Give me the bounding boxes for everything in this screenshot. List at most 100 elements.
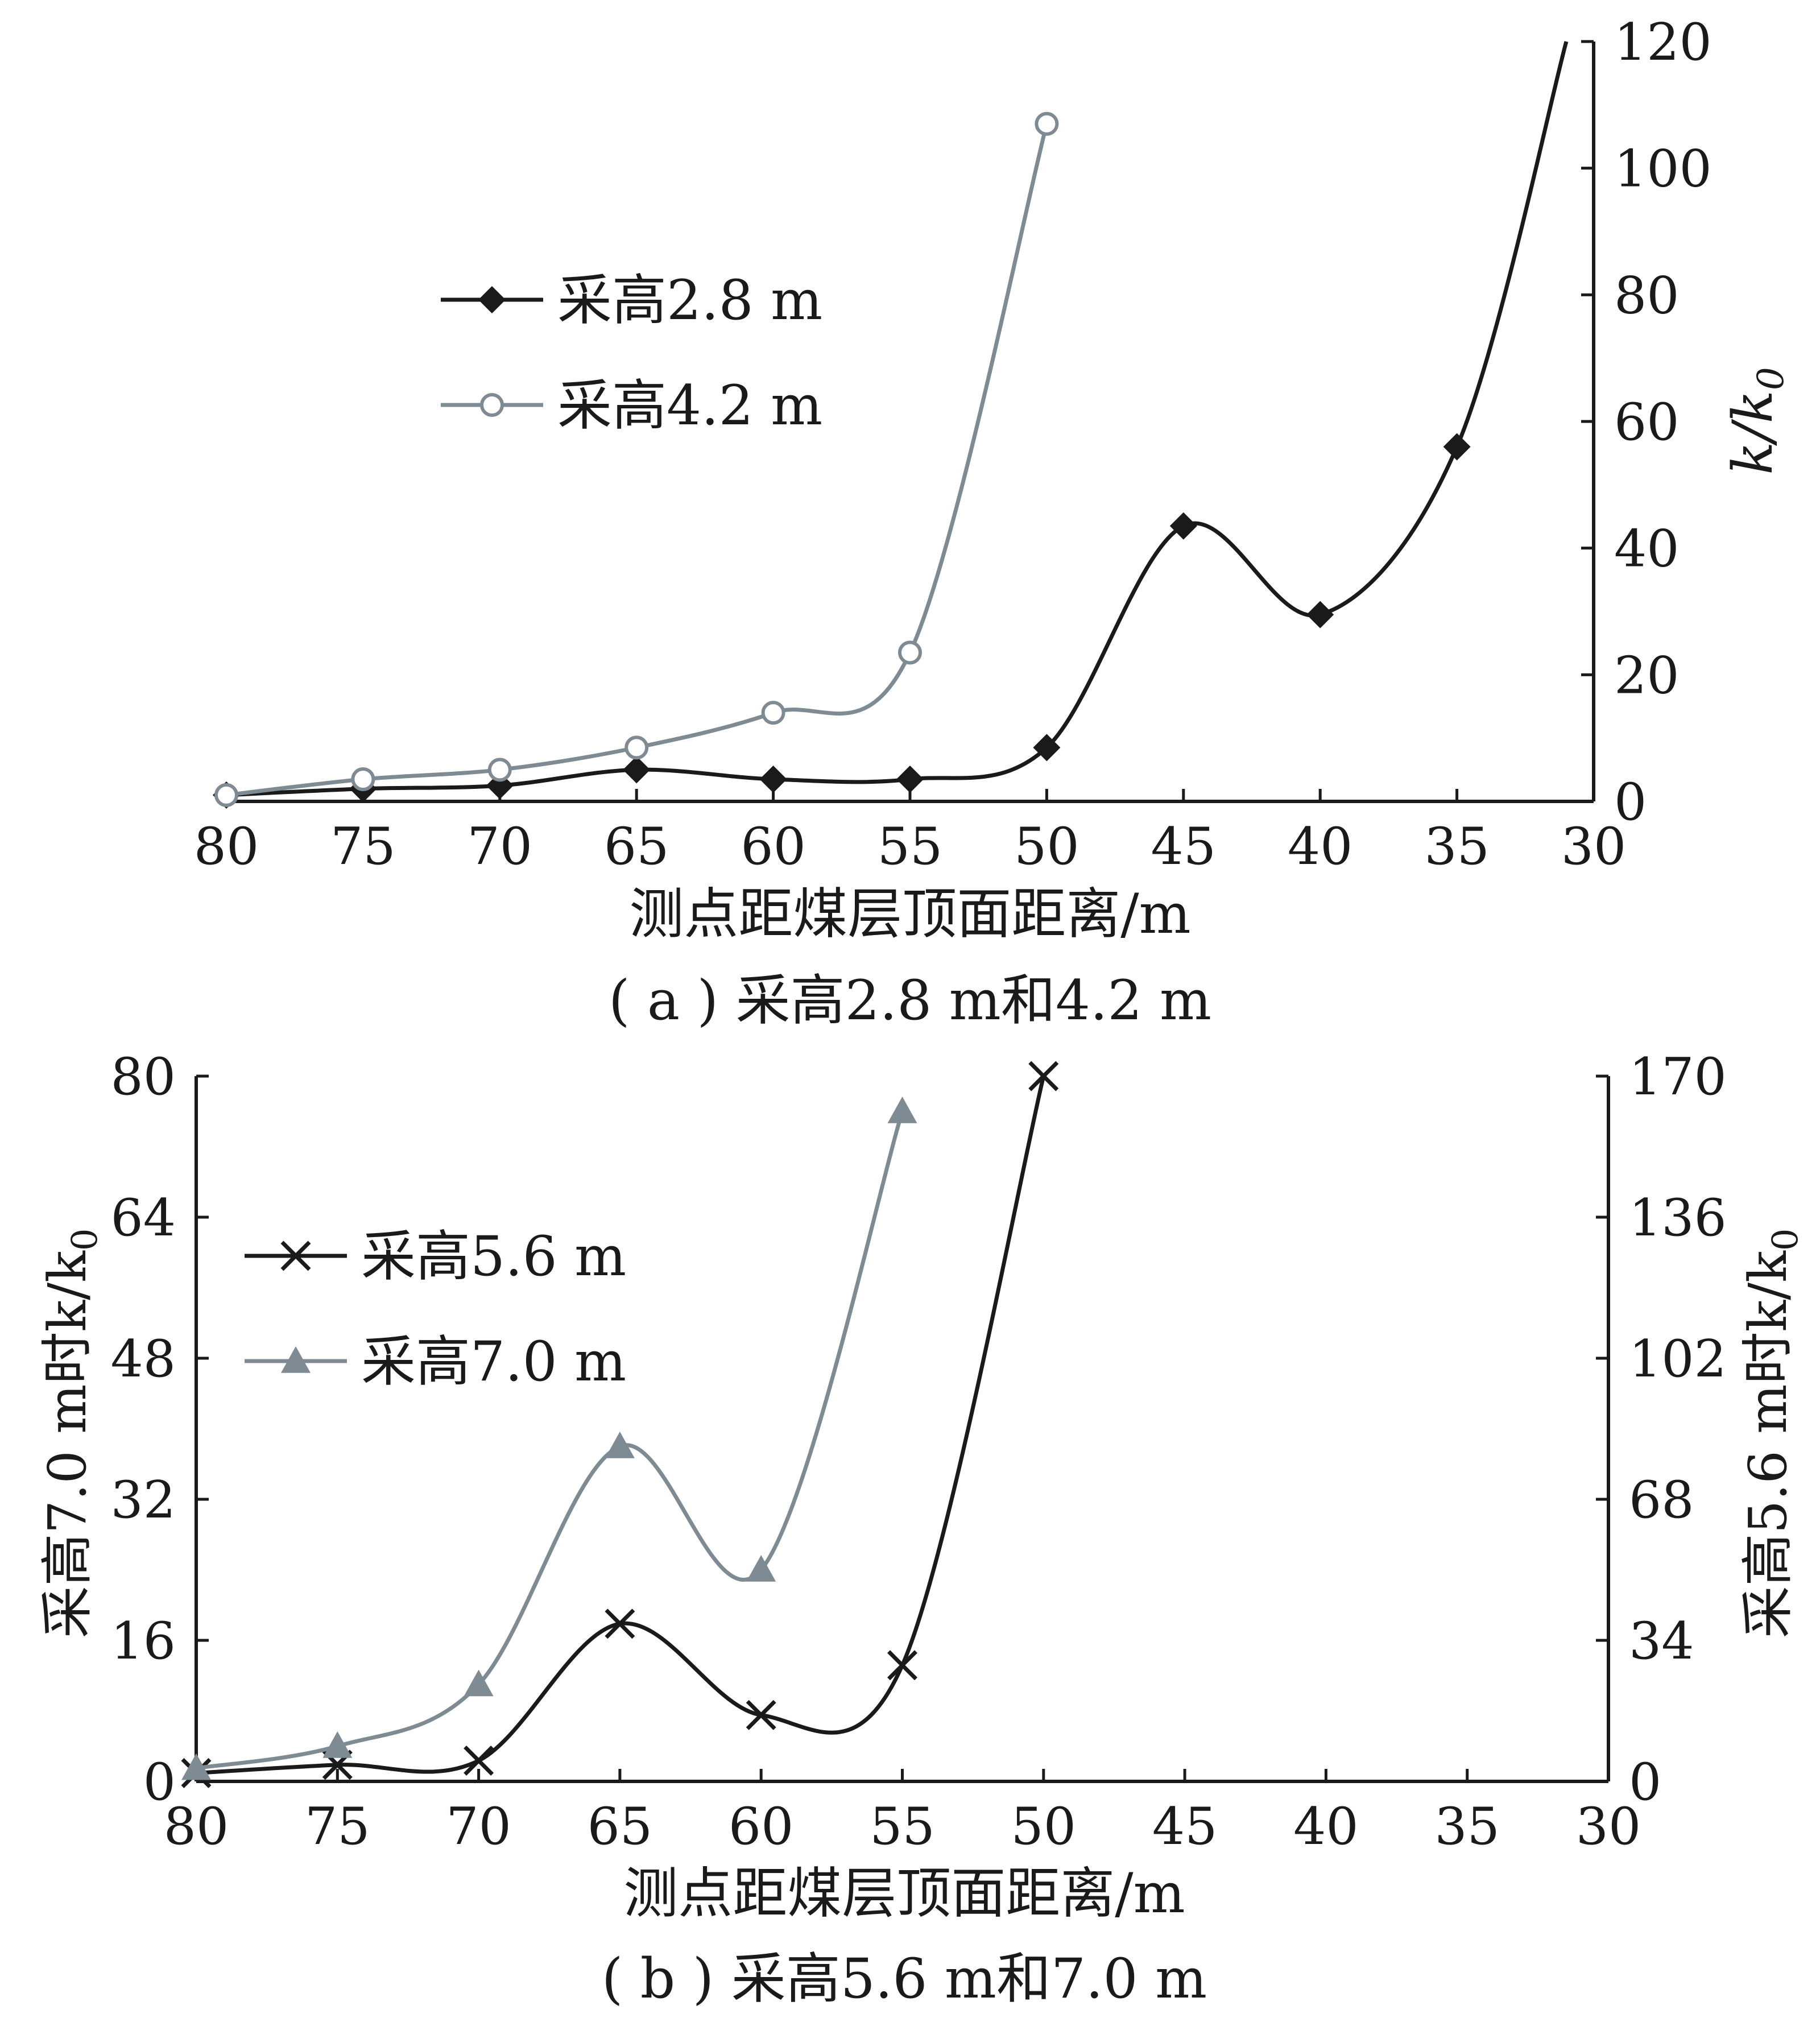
y-tick-label: 60 xyxy=(1614,392,1680,452)
series-triangle xyxy=(181,1097,917,1780)
legend-item: 采高2.8 m xyxy=(441,268,822,332)
legend-label: 采高4.2 m xyxy=(557,374,822,437)
y-tick-label: 0 xyxy=(1629,1752,1661,1812)
y-tick-label: 100 xyxy=(1614,139,1712,199)
chart-b: 80 75 70 65 60 55 50 45 40 35 30 0 16 32 48 64 80 0 34 68… xyxy=(37,1047,1806,2011)
y-tick-label: 80 xyxy=(110,1047,176,1107)
legend-item: 采高4.2 m xyxy=(441,374,822,437)
data-point xyxy=(1028,1061,1059,1091)
legend-label: 采高7.0 m xyxy=(361,1330,626,1393)
chart-a-x-ticks: 80 75 70 65 60 55 50 45 40 35 30 xyxy=(194,789,1627,876)
data-point xyxy=(351,767,375,792)
x-tick-label: 55 xyxy=(878,817,943,876)
y-tick-label: 68 xyxy=(1629,1470,1694,1530)
x-tick-label: 80 xyxy=(164,1797,229,1856)
legend-marker xyxy=(280,1240,311,1271)
x-tick-label: 70 xyxy=(468,817,533,876)
series-line xyxy=(196,1110,904,1771)
chart-b-x-ticks: 80 75 70 65 60 55 50 45 40 35 30 xyxy=(164,1769,1641,1856)
chart-a-x-label: 测点距煤层顶面距离/m xyxy=(629,882,1190,946)
data-point xyxy=(1033,734,1061,762)
y-tick-label: 32 xyxy=(110,1470,176,1530)
y-tick-label: 170 xyxy=(1629,1047,1727,1107)
data-point xyxy=(605,1432,635,1458)
legend-marker xyxy=(480,393,504,417)
x-tick-label: 40 xyxy=(1293,1797,1359,1856)
y-tick-label: 64 xyxy=(110,1188,176,1248)
legend-item: 采高5.6 m xyxy=(245,1225,626,1288)
y-tick-label: 102 xyxy=(1629,1329,1727,1389)
y-tick-label: 40 xyxy=(1614,519,1680,579)
x-tick-label: 40 xyxy=(1288,817,1353,876)
chart-a-right-axis-label: k/k0 xyxy=(1721,367,1792,474)
data-point xyxy=(1443,433,1471,461)
y-tick-label: 48 xyxy=(110,1329,176,1389)
x-tick-label: 80 xyxy=(194,817,259,876)
chart-a-right-ticks: 0 20 40 60 80 100 120 xyxy=(1581,13,1712,832)
data-point xyxy=(759,766,787,793)
x-tick-label: 65 xyxy=(588,1797,653,1856)
chart-b-series xyxy=(181,1061,1059,1788)
legend-marker xyxy=(281,1346,311,1373)
data-point xyxy=(605,1608,635,1639)
chart-b-legend: 采高5.6 m 采高7.0 m xyxy=(245,1225,626,1393)
y-tick-label: 0 xyxy=(143,1752,176,1812)
data-point xyxy=(464,1746,494,1776)
data-point xyxy=(322,1731,353,1758)
series-line xyxy=(226,41,1569,797)
chart-a: 80 75 70 65 60 55 50 45 40 35 30 0 20 40 60 80 100 120 测… xyxy=(194,13,1792,1032)
y-tick-label: 16 xyxy=(110,1611,176,1671)
chart-b-left-ticks: 0 16 32 48 64 80 xyxy=(110,1047,209,1812)
data-point xyxy=(887,1650,917,1681)
x-tick-label: 65 xyxy=(604,817,669,876)
legend-item: 采高7.0 m xyxy=(245,1330,626,1393)
series-line xyxy=(196,1076,1046,1775)
data-point xyxy=(181,1753,211,1780)
series-circle xyxy=(214,111,1059,807)
x-tick-label: 50 xyxy=(1014,817,1079,876)
data-point xyxy=(623,756,651,784)
legend-marker xyxy=(478,286,506,313)
data-point xyxy=(746,1555,776,1582)
y-tick-label: 136 xyxy=(1629,1188,1727,1248)
chart-a-legend: 采高2.8 m 采高4.2 m xyxy=(441,268,822,437)
chart-b-left-axis-label: 采高7.0 m时k/k0 xyxy=(37,1229,105,1639)
data-point xyxy=(898,640,922,665)
data-point xyxy=(1306,601,1334,628)
x-tick-label: 70 xyxy=(446,1797,511,1856)
data-point xyxy=(464,1669,494,1697)
legend-label: 采高5.6 m xyxy=(361,1225,626,1288)
data-point xyxy=(896,766,924,793)
x-tick-label: 45 xyxy=(1151,817,1217,876)
chart-b-caption: ( b ) 采高5.6 m和7.0 m xyxy=(602,1947,1207,2011)
data-point xyxy=(746,1699,776,1730)
y-tick-label: 34 xyxy=(1629,1611,1694,1671)
data-point xyxy=(1035,111,1059,136)
chart-b-right-ticks: 0 34 68 102 136 170 xyxy=(1596,1047,1727,1812)
x-tick-label: 75 xyxy=(305,1797,370,1856)
data-point xyxy=(1169,512,1197,540)
y-tick-label: 20 xyxy=(1614,646,1680,705)
data-point xyxy=(487,758,512,782)
y-tick-label: 120 xyxy=(1614,13,1712,72)
data-point xyxy=(887,1097,917,1123)
x-tick-label: 50 xyxy=(1011,1797,1077,1856)
x-tick-label: 60 xyxy=(741,817,806,876)
y-tick-label: 0 xyxy=(1614,772,1647,832)
y-tick-label: 80 xyxy=(1614,266,1680,325)
legend-label: 采高2.8 m xyxy=(557,268,822,332)
data-point xyxy=(624,735,649,760)
series-line xyxy=(226,123,1049,797)
x-tick-label: 60 xyxy=(729,1797,794,1856)
x-tick-label: 30 xyxy=(1561,817,1627,876)
chart-a-series xyxy=(213,41,1569,809)
chart-b-right-axis-label: 采高5.6 m时k/k0 xyxy=(1738,1229,1806,1639)
x-tick-label: 30 xyxy=(1576,1797,1641,1856)
series-x xyxy=(181,1061,1059,1788)
chart-a-caption: ( a ) 采高2.8 m和4.2 m xyxy=(609,969,1211,1032)
x-tick-label: 35 xyxy=(1434,1797,1500,1856)
x-tick-label: 75 xyxy=(330,817,396,876)
x-tick-label: 45 xyxy=(1152,1797,1218,1856)
data-point xyxy=(214,783,238,807)
